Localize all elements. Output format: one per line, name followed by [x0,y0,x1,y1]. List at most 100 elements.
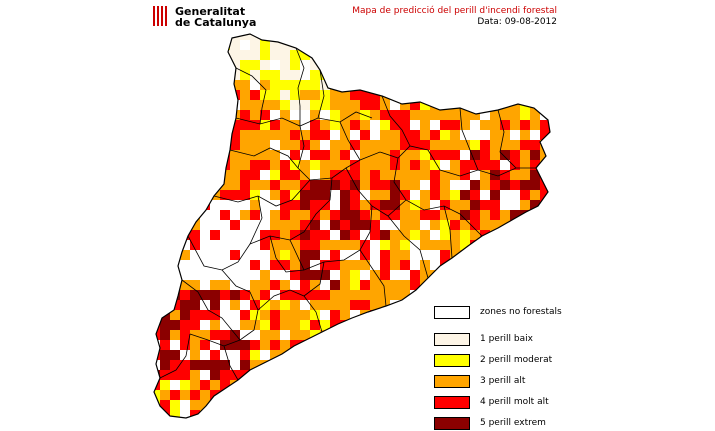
risk-cell [190,60,200,70]
risk-cell [230,120,240,130]
risk-cell [550,100,560,110]
risk-cell [280,300,290,310]
risk-cell [420,240,430,250]
risk-cell [160,280,170,290]
risk-cell [310,250,320,260]
risk-cell [440,180,450,190]
risk-cell [380,340,390,350]
risk-cell [280,120,290,130]
risk-cell [160,34,170,40]
risk-cell [330,70,340,80]
risk-cell [210,180,220,190]
logo-line-1: Generalitat [175,5,246,18]
risk-cell [250,350,260,360]
risk-cell [280,320,290,330]
risk-cell [240,60,250,70]
risk-cell [210,70,220,80]
risk-cell [270,340,280,350]
risk-cell [420,200,430,210]
risk-cell [510,110,520,120]
risk-cell [530,260,540,270]
risk-cell [470,90,480,100]
risk-cell [510,120,520,130]
risk-cell [370,220,380,230]
risk-cell [330,34,340,40]
risk-cell [210,40,220,50]
risk-cell [400,280,410,290]
risk-cell [550,250,560,260]
risk-cell [154,140,160,150]
risk-cell [290,250,300,260]
risk-cell [240,34,250,40]
risk-cell [500,40,510,50]
risk-cell [490,150,500,160]
risk-cell [520,70,530,80]
risk-cell [460,160,470,170]
risk-cell [210,300,220,310]
risk-cell [420,210,430,220]
risk-cell [470,40,480,50]
risk-cell [320,390,330,400]
risk-cell [330,300,340,310]
risk-cell [160,300,170,310]
risk-cell [270,400,280,410]
risk-cell [380,40,390,50]
risk-cell [180,390,190,400]
risk-cell [340,120,350,130]
risk-cell [240,70,250,80]
risk-cell [540,90,550,100]
risk-cell [380,210,390,220]
risk-cell [220,140,230,150]
risk-cell [390,70,400,80]
risk-cell [180,370,190,380]
risk-cell [220,160,230,170]
risk-cell [440,220,450,230]
risk-cell [260,120,270,130]
risk-cell [370,90,380,100]
risk-cell [550,50,560,60]
risk-cell [330,310,340,320]
risk-cell [550,130,560,140]
risk-cell [420,90,430,100]
risk-cell [230,300,240,310]
risk-cell [240,190,250,200]
risk-cell [480,210,490,220]
risk-cell [170,410,180,418]
risk-cell [390,380,400,390]
risk-cell [290,320,300,330]
risk-cell [260,400,270,410]
risk-cell [380,250,390,260]
risk-cell [360,150,370,160]
risk-cell [490,120,500,130]
risk-cell [370,410,380,418]
risk-cell [240,350,250,360]
risk-cell [260,150,270,160]
risk-cell [260,60,270,70]
risk-cell [350,340,360,350]
risk-cell [290,100,300,110]
risk-cell [430,190,440,200]
risk-cell [340,40,350,50]
risk-cell [280,70,290,80]
risk-cell [290,400,300,410]
risk-cell [370,160,380,170]
legend-item-risk-5: 5 perill extrem [434,417,614,431]
risk-cell [250,150,260,160]
risk-cell [230,130,240,140]
risk-cell [200,400,210,410]
risk-cell [290,240,300,250]
risk-cell [240,160,250,170]
risk-cell [330,50,340,60]
risk-cell [550,90,560,100]
risk-cell [540,230,550,240]
risk-cell [490,130,500,140]
risk-cell [300,240,310,250]
risk-cell [530,230,540,240]
risk-cell [500,290,510,300]
risk-cell [410,230,420,240]
risk-cell [330,60,340,70]
risk-cell [530,220,540,230]
risk-cell [270,320,280,330]
risk-cell [350,410,360,418]
risk-cell [170,40,180,50]
